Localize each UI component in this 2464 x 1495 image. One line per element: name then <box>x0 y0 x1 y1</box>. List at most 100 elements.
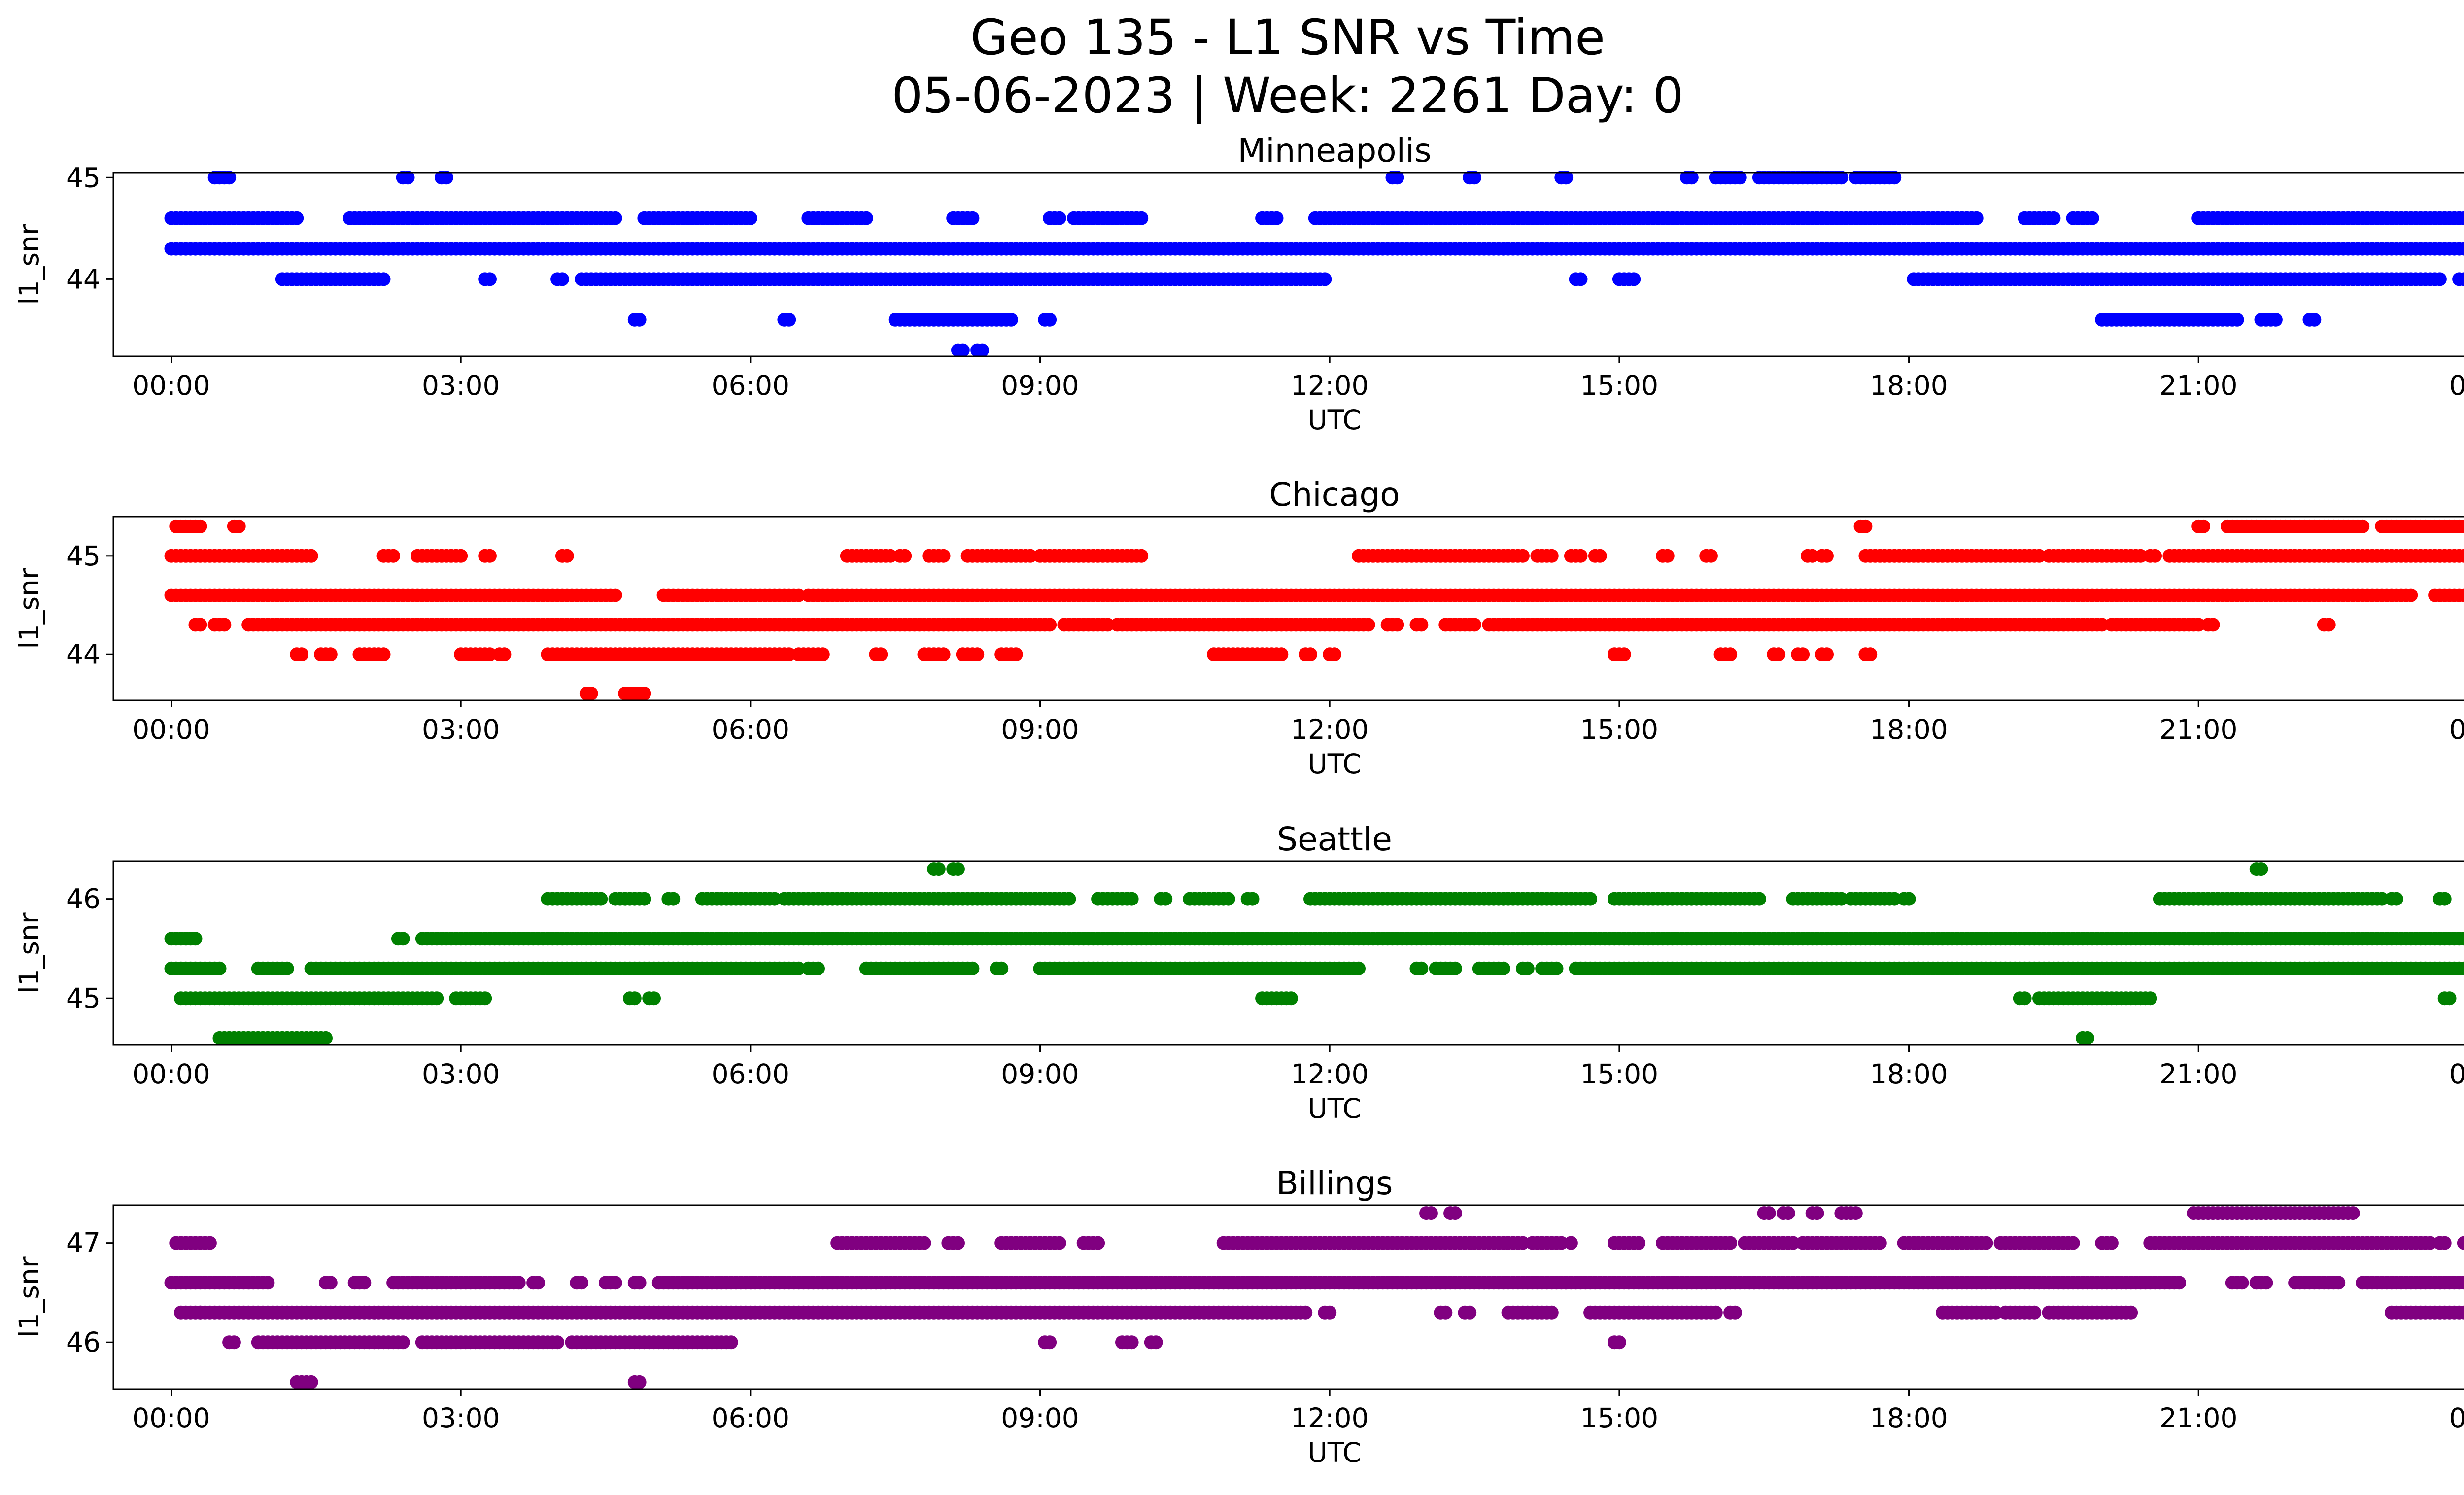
data-point <box>2457 272 2464 286</box>
x-tick-label: 03:00 <box>422 370 500 401</box>
panel-title: Chicago <box>1269 476 1400 514</box>
data-point <box>222 171 237 185</box>
data-point <box>319 1031 333 1045</box>
data-point <box>1858 519 1873 533</box>
data-point <box>483 647 497 661</box>
panel-title: Minneapolis <box>1237 132 1431 170</box>
data-point <box>965 961 980 975</box>
data-point <box>212 961 227 975</box>
data-point <box>724 1335 738 1350</box>
data-point <box>1414 961 1429 975</box>
data-point <box>1009 647 1023 661</box>
y-tick-label: 45 <box>66 540 101 572</box>
data-point <box>1796 647 1810 661</box>
data-point <box>193 618 207 632</box>
data-point <box>2047 211 2061 225</box>
x-tick-label: 00:00 <box>132 714 210 745</box>
x-tick-label: 00:00 <box>2449 1058 2464 1090</box>
data-point <box>280 961 294 975</box>
data-point <box>1733 171 1747 185</box>
data-point <box>1328 647 1341 661</box>
y-axis-label: l1_snr <box>13 224 45 305</box>
y-tick-label: 46 <box>66 883 101 915</box>
data-point <box>1549 961 1564 975</box>
data-points <box>164 1206 2464 1389</box>
data-point <box>1593 549 1607 563</box>
data-point <box>1632 1236 1646 1250</box>
data-point <box>555 272 569 286</box>
data-point <box>290 211 304 225</box>
axes-frame <box>112 860 2464 1046</box>
x-tick-label: 12:00 <box>1291 370 1369 401</box>
data-point <box>1544 549 1559 563</box>
data-point <box>1134 211 1149 225</box>
data-point <box>439 171 453 185</box>
data-point <box>1159 892 1173 906</box>
data-point <box>608 211 622 225</box>
data-point <box>1752 892 1766 906</box>
data-point <box>575 1276 589 1290</box>
data-point <box>1448 961 1462 975</box>
data-point <box>1134 549 1149 563</box>
data-point <box>193 519 207 533</box>
y-tick-label: 45 <box>66 982 101 1014</box>
data-point <box>188 932 203 946</box>
data-point <box>637 892 651 906</box>
data-point <box>1390 618 1404 632</box>
y-tick-label: 45 <box>66 162 101 193</box>
data-point <box>376 647 391 661</box>
data-point <box>1100 618 1115 632</box>
x-tick-label: 00:00 <box>2449 714 2464 745</box>
data-point <box>323 647 338 661</box>
data-points <box>164 519 2464 700</box>
data-point <box>1660 549 1675 563</box>
data-point <box>2356 519 2370 533</box>
x-tick-label: 21:00 <box>2159 370 2238 401</box>
data-point <box>1820 549 1834 563</box>
data-point <box>1091 1236 1105 1250</box>
data-point <box>2457 588 2464 602</box>
data-point <box>2389 892 2403 906</box>
data-point <box>2230 313 2244 327</box>
data-point <box>1772 647 1786 661</box>
data-point <box>1052 211 1066 225</box>
data-point <box>1274 647 1289 661</box>
data-point <box>2143 991 2157 1006</box>
x-tick-label: 03:00 <box>422 714 500 745</box>
x-tick-label: 18:00 <box>1870 714 1948 745</box>
data-point <box>594 892 608 906</box>
data-point <box>936 549 951 563</box>
data-point <box>497 647 512 661</box>
x-tick-label: 00:00 <box>132 1058 210 1090</box>
data-point <box>2027 1305 2042 1320</box>
data-point <box>1361 618 1375 632</box>
axes-frame <box>112 172 2464 357</box>
data-point <box>1303 647 1317 661</box>
figure-title: Geo 135 - L1 SNR vs Time 05-06-2023 | We… <box>0 9 2464 125</box>
data-point <box>2268 313 2283 327</box>
data-point <box>560 549 574 563</box>
data-point <box>1043 618 1057 632</box>
data-point <box>965 211 980 225</box>
data-point <box>1390 171 1404 185</box>
data-point <box>1323 1305 1337 1320</box>
data-point <box>1516 549 1530 563</box>
data-point <box>1125 1335 1139 1350</box>
data-point <box>203 1236 217 1250</box>
x-axis-label: UTC <box>1307 1093 1361 1124</box>
data-point <box>261 1276 275 1290</box>
data-point <box>1414 618 1429 632</box>
data-point <box>483 272 497 286</box>
data-point <box>1863 647 1878 661</box>
data-point <box>357 1276 372 1290</box>
figure-title-line1: Geo 135 - L1 SNR vs Time <box>970 9 1605 66</box>
data-point <box>632 1375 647 1389</box>
data-point <box>295 647 308 661</box>
y-tick-label: 44 <box>66 263 101 295</box>
data-point <box>584 687 598 700</box>
data-point <box>816 647 830 661</box>
data-points <box>164 171 2464 357</box>
data-point <box>2437 892 2452 906</box>
